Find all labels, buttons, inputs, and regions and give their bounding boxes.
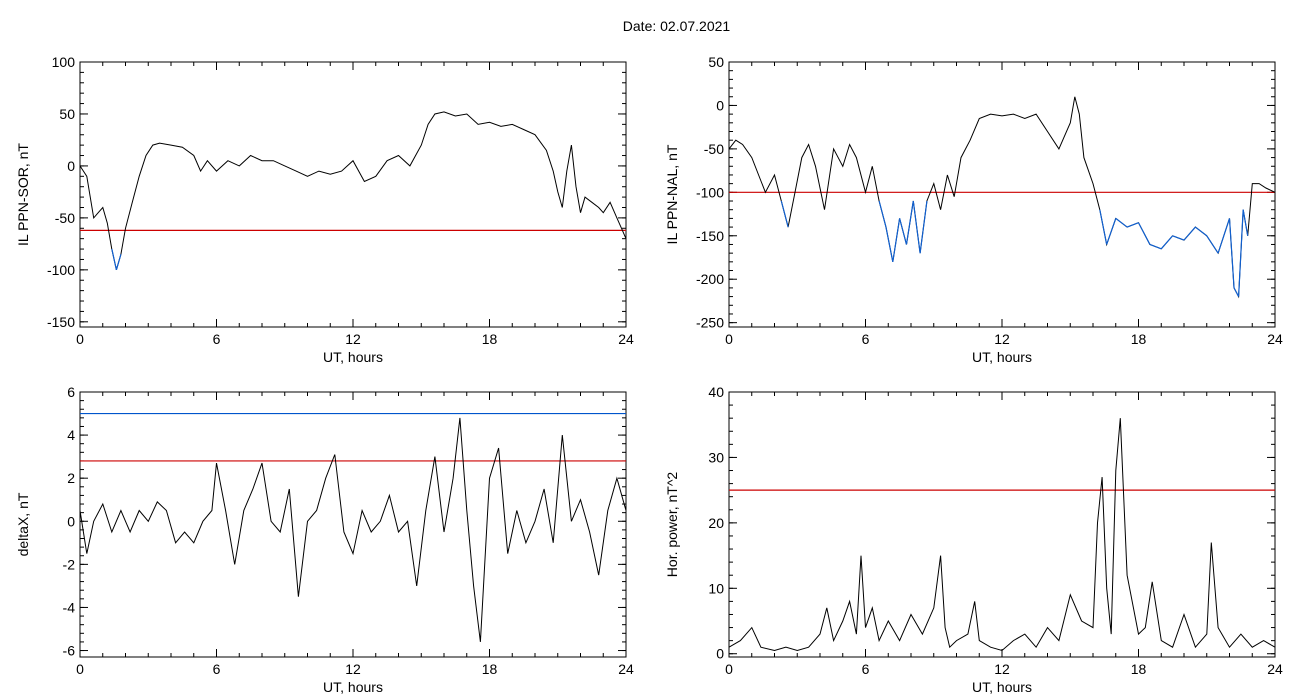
- below-threshold-segment: [1106, 218, 1117, 245]
- below-threshold-segment: [1206, 235, 1219, 254]
- plot-frame: [728, 391, 1276, 658]
- series-line: [728, 418, 1276, 652]
- x-tick-label: 12: [345, 661, 361, 677]
- y-tick-label: 0: [67, 158, 75, 174]
- y-tick-label: 10: [708, 580, 724, 596]
- below-threshold-segment: [892, 218, 901, 262]
- below-threshold-segment: [1160, 235, 1174, 250]
- below-threshold-segment: [111, 248, 117, 270]
- x-tick-label: 12: [345, 331, 361, 347]
- x-tick-label: 0: [76, 661, 84, 677]
- below-threshold-segment: [115, 254, 122, 271]
- x-tick-label: 6: [862, 661, 870, 677]
- below-threshold-segment: [1183, 226, 1196, 241]
- below-threshold-segment: [1242, 209, 1249, 236]
- y-tick-label: 30: [708, 449, 724, 465]
- below-threshold-segment: [905, 200, 914, 245]
- x-tick-label: 6: [213, 661, 221, 677]
- below-threshold-segment: [1149, 243, 1162, 250]
- y-tick-label: -50: [704, 141, 724, 157]
- below-threshold-segment: [885, 226, 894, 262]
- y-tick-label: -100: [696, 184, 724, 200]
- below-threshold-segment: [899, 218, 908, 245]
- y-axis-label: deltaX, nT: [15, 492, 31, 556]
- below-threshold-segment: [1099, 209, 1108, 245]
- below-threshold-segment: [1172, 235, 1185, 241]
- below-threshold-segment: [1233, 287, 1240, 297]
- below-threshold-segment: [780, 200, 789, 228]
- x-tick-label: 18: [1131, 661, 1147, 677]
- below-threshold-segment: [1195, 226, 1208, 237]
- below-threshold-segment: [1115, 217, 1128, 228]
- y-tick-label: -6: [63, 643, 76, 659]
- below-threshold-segment: [878, 200, 887, 228]
- panel-2: 0 6 12 18 24 50 0 -50 -100 -150 -200 -250 UT, hours I…: [664, 54, 1283, 365]
- y-tick-label: 40: [708, 384, 724, 400]
- y-axis-label: Hor. power, nT^2: [664, 472, 680, 578]
- x-tick-label: 24: [618, 331, 634, 347]
- panel-3: 0 6 12 18 24 6 4 2 0 -2 -4 -6 UT, hours deltaX, nT: [15, 384, 634, 695]
- y-tick-label: 20: [708, 515, 724, 531]
- x-tick-label: 18: [482, 661, 498, 677]
- y-axis-label: IL PPN-SOR, nT: [15, 143, 31, 246]
- y-tick-label: -50: [55, 210, 75, 226]
- x-axis-label: UT, hours: [972, 679, 1032, 695]
- y-axis-label: IL PPN-NAL, nT: [664, 144, 680, 244]
- x-axis-label: UT, hours: [323, 349, 383, 365]
- panel-1: 0 6 12 18 24 100 50 0 -50 -100 -150 UT, hours IL PPN…: [15, 54, 634, 365]
- series-line: [728, 96, 1276, 299]
- x-tick-label: 6: [862, 331, 870, 347]
- y-tick-label: -100: [47, 262, 75, 278]
- panel-4: 0 6 12 18 24 40 30 20 10 0 UT, hours Hor. power, nT…: [664, 384, 1283, 695]
- x-tick-label: 0: [76, 331, 84, 347]
- y-tick-label: 100: [52, 54, 76, 70]
- series-line: [79, 417, 627, 642]
- y-tick-label: 0: [716, 646, 724, 662]
- below-threshold-segment: [919, 200, 928, 254]
- below-threshold-segment: [1238, 209, 1244, 297]
- x-tick-label: 12: [994, 661, 1010, 677]
- x-tick-label: 0: [725, 331, 733, 347]
- x-axis-label: UT, hours: [323, 679, 383, 695]
- below-threshold-segment: [1228, 218, 1235, 288]
- below-threshold-segment: [1126, 222, 1139, 228]
- x-tick-label: 12: [994, 331, 1010, 347]
- y-tick-label: 0: [67, 513, 75, 529]
- below-threshold-segment: [1217, 218, 1231, 254]
- x-tick-label: 18: [1131, 331, 1147, 347]
- x-tick-label: 24: [618, 661, 634, 677]
- y-tick-label: 4: [67, 427, 75, 443]
- plot-frame: [79, 61, 627, 328]
- x-tick-label: 18: [482, 331, 498, 347]
- y-tick-label: 50: [708, 54, 724, 70]
- y-tick-label: -250: [696, 315, 724, 331]
- y-tick-label: -150: [696, 228, 724, 244]
- series-line: [79, 111, 627, 270]
- below-threshold-segment: [912, 200, 921, 254]
- y-tick-label: 0: [716, 97, 724, 113]
- y-tick-label: 6: [67, 384, 75, 400]
- plot-frame: [79, 391, 627, 658]
- plot-frame: [728, 61, 1276, 328]
- x-tick-label: 24: [1267, 661, 1283, 677]
- below-threshold-segment: [1137, 222, 1151, 245]
- y-tick-label: -4: [63, 599, 76, 615]
- x-tick-label: 6: [213, 331, 221, 347]
- x-tick-label: 0: [725, 661, 733, 677]
- y-tick-label: -150: [47, 314, 75, 330]
- y-tick-label: -2: [63, 556, 76, 572]
- y-tick-label: -200: [696, 271, 724, 287]
- x-axis-label: UT, hours: [972, 349, 1032, 365]
- page-title: Date: 02.07.2021: [622, 18, 731, 34]
- y-tick-label: 2: [67, 470, 75, 486]
- x-tick-label: 24: [1267, 331, 1283, 347]
- y-tick-label: 50: [59, 106, 75, 122]
